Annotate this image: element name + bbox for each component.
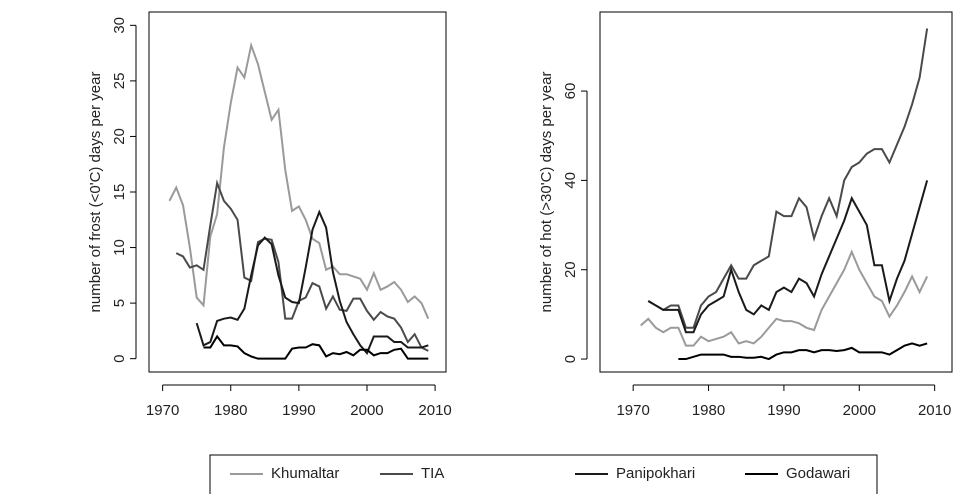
line-series	[647, 28, 929, 329]
y-axis-label: number of hot (>30'C) days per year	[538, 72, 555, 313]
x-tick-label: 1980	[692, 402, 725, 419]
legend-label: Khumaltar	[271, 465, 339, 482]
x-tick-label: 2000	[350, 402, 383, 419]
x-tick-label: 1970	[146, 402, 179, 419]
legend-box	[209, 454, 878, 499]
line-series	[168, 41, 430, 320]
legend-label: Godawari	[786, 465, 850, 482]
y-tick-label: 15	[111, 184, 128, 201]
line-series	[678, 342, 928, 361]
y-tick-label: 0	[562, 355, 579, 363]
line-series	[175, 179, 429, 352]
y-tick-label: 10	[111, 239, 128, 256]
line-series	[647, 180, 929, 334]
y-tick-label: 5	[111, 299, 128, 307]
y-tick-label: 25	[111, 73, 128, 90]
y-tick-label: 60	[562, 83, 579, 100]
x-tick-label: 1970	[616, 402, 649, 419]
legend-label: Panipokhari	[616, 465, 695, 482]
y-tick-label: 30	[111, 17, 128, 34]
y-tick-label: 0	[111, 354, 128, 362]
x-tick-label: 1990	[282, 402, 315, 419]
x-tick-label: 2010	[918, 402, 951, 419]
y-tick-label: 40	[562, 172, 579, 189]
y-tick-label: 20	[111, 128, 128, 145]
y-axis-label: number of frost (<0'C) days per year	[87, 72, 104, 313]
y-tick-label: 20	[562, 261, 579, 278]
line-series	[203, 334, 429, 360]
legend-label: TIA	[421, 465, 444, 482]
x-tick-label: 1990	[767, 402, 800, 419]
line-series	[195, 209, 429, 355]
line-series	[640, 249, 929, 347]
x-tick-label: 2010	[418, 402, 451, 419]
x-tick-label: 1980	[214, 402, 247, 419]
plot-box	[599, 11, 953, 373]
x-tick-label: 2000	[843, 402, 876, 419]
plot-box	[148, 11, 447, 373]
